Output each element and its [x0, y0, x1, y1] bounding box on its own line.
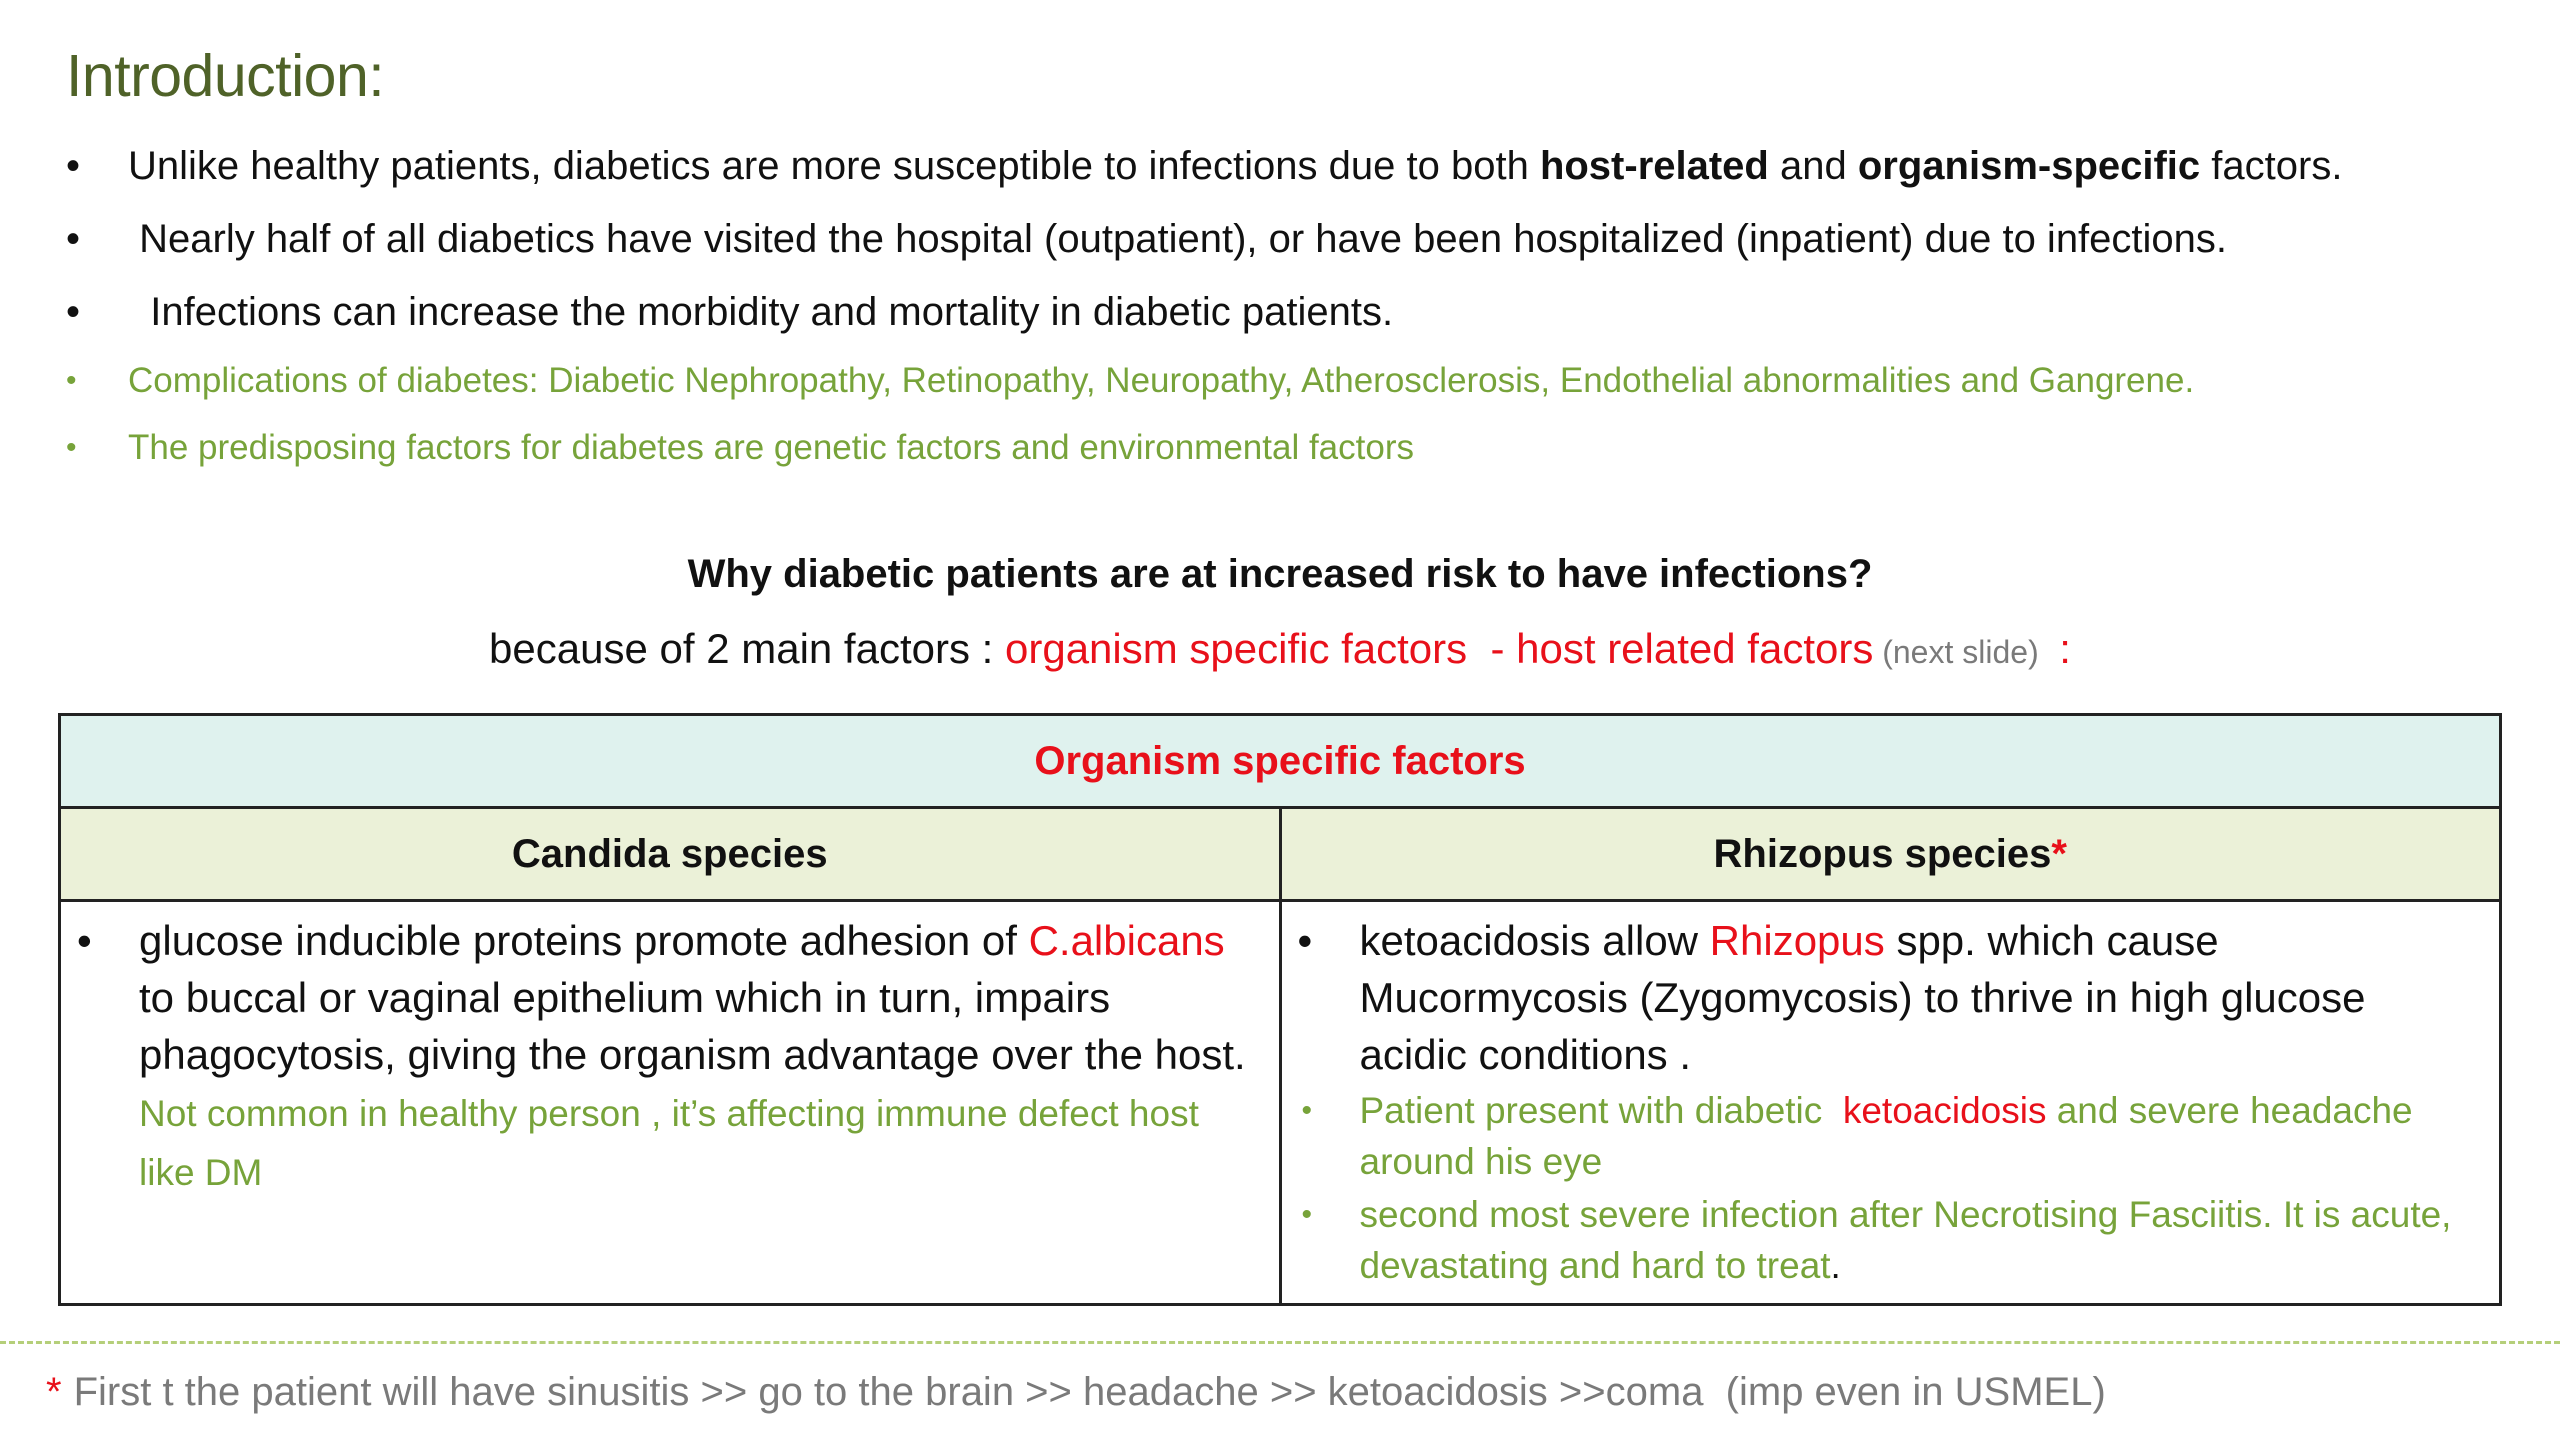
- bullet-text: Nearly half of all diabetics have visite…: [128, 217, 2228, 261]
- bullet-text: Unlike healthy patients, diabetics are m…: [128, 144, 1540, 188]
- candida-organism-name: C.albicans: [1028, 917, 1225, 964]
- table-header-row: Organism specific factors: [58, 713, 2502, 809]
- bullet-dot: •: [66, 431, 77, 464]
- bullet-dot: •: [66, 364, 77, 397]
- bullet-item: • Complications of diabetes: Diabetic Ne…: [66, 359, 2536, 403]
- bullet-bold-host-related: host-related: [1539, 144, 1769, 188]
- table-row: • glucose inducible proteins promote adh…: [58, 899, 2502, 1306]
- rhizopus-text-continued: spp. which cause Mucormycosis (Zygomycos…: [1359, 917, 2366, 1078]
- column-title-rhizopus: Rhizopus species*: [1278, 806, 2502, 902]
- bullet-item: • Unlike healthy patients, diabetics are…: [66, 140, 2536, 192]
- rhizopus-text: ketoacidosis allow: [1359, 917, 1710, 964]
- table-header: Organism specific factors: [58, 713, 2502, 809]
- candida-text: glucose inducible proteins promote adhes…: [139, 917, 1029, 964]
- rhizopus-star: *: [2051, 831, 2067, 876]
- because-factors: organism specific factors - host related…: [1004, 625, 1874, 672]
- table-column-row: Candida species Rhizopus species*: [58, 806, 2502, 902]
- rhizopus-note-text: Patient present with diabetic: [1359, 1090, 1843, 1131]
- rhizopus-severity-period: .: [1830, 1245, 1841, 1286]
- bullet-dot: •: [77, 917, 92, 964]
- rhizopus-bullet: • ketoacidosis allow Rhizopus spp. which…: [1298, 912, 2480, 1083]
- rhizopus-ketoacidosis: ketoacidosis: [1842, 1090, 2047, 1131]
- footer-divider: [0, 1341, 2560, 1344]
- section-question: Why diabetic patients are at increased r…: [687, 552, 1873, 596]
- footnote: * First t the patient will have sinusitis…: [46, 1366, 2106, 1418]
- bullet-dot: •: [66, 144, 81, 188]
- rhizopus-severity-text: second most severe infection after Necro…: [1359, 1194, 2452, 1286]
- bullet-text: and: [1768, 144, 1858, 188]
- rhizopus-cell: • ketoacidosis allow Rhizopus spp. which…: [1278, 899, 2502, 1306]
- column-title-candida: Candida species: [58, 806, 1282, 902]
- rhizopus-note-text-continued: and severe headache around his eye: [1359, 1090, 2413, 1182]
- bullet-item: • Nearly half of all diabetics have visi…: [66, 213, 2536, 265]
- bullet-bold-organism-specific: organism-specific: [1857, 144, 2201, 188]
- bullet-dot: •: [1297, 917, 1313, 964]
- intro-bullet-list: • Unlike healthy patients, diabetics are…: [66, 140, 2536, 493]
- footnote-star: *: [46, 1370, 62, 1414]
- because-line: because of 2 main factors : organism spe…: [0, 622, 2560, 679]
- rhizopus-title-text: Rhizopus species: [1713, 831, 2052, 876]
- footnote-text: First t the patient will have sinusitis …: [73, 1370, 2106, 1414]
- bullet-text: Complications of diabetes: Diabetic Neph…: [128, 361, 2195, 400]
- bullet-dot: •: [66, 217, 81, 261]
- slide-title: Introduction:: [66, 43, 385, 109]
- bullet-dot: •: [66, 290, 81, 334]
- bullet-item: • Infections can increase the morbidity …: [66, 286, 2536, 338]
- candida-note: Not common in healthy person , it’s affe…: [139, 1093, 1199, 1193]
- bullet-dot: •: [1301, 1094, 1313, 1127]
- rhizopus-note-bullet: • Patient present with diabetic ketoacid…: [1298, 1085, 2480, 1187]
- candida-cell: • glucose inducible proteins promote adh…: [58, 899, 1282, 1306]
- because-colon: :: [2047, 625, 2071, 672]
- bullet-item: • The predisposing factors for diabetes …: [66, 426, 2536, 470]
- candida-text-continued: to buccal or vaginal epithelium which in…: [139, 974, 1246, 1078]
- rhizopus-note-bullet: • second most severe infection after Nec…: [1298, 1189, 2480, 1291]
- because-lead: because of 2 main factors :: [489, 625, 1005, 672]
- rhizopus-organism-name: Rhizopus: [1709, 917, 1885, 964]
- next-slide-note: (next slide): [1873, 634, 2048, 670]
- bullet-text: Infections can increase the morbidity an…: [128, 290, 1394, 334]
- bullet-dot: •: [1301, 1198, 1313, 1231]
- bullet-text: factors.: [2200, 144, 2343, 188]
- candida-bullet: • glucose inducible proteins promote adh…: [77, 912, 1259, 1201]
- bullet-text: The predisposing factors for diabetes ar…: [128, 428, 1414, 467]
- organism-factors-table: Organism specific factors Candida specie…: [58, 713, 2502, 1306]
